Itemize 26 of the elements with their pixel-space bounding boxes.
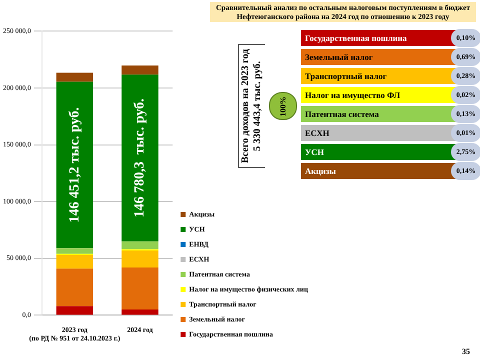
bar: [122, 267, 158, 310]
bar: [56, 268, 94, 306]
category-label: УСН: [305, 147, 324, 157]
bar: [122, 241, 158, 250]
data-label: 146 780,3 тыс. руб.: [132, 98, 148, 218]
bar: [56, 306, 94, 315]
bar: [56, 72, 94, 82]
bar: [122, 250, 158, 268]
bar: [56, 248, 94, 254]
text: 35: [462, 347, 470, 356]
category-label: Акцизы: [305, 166, 336, 176]
bar: [122, 74, 158, 242]
text: 5 330 443,4 тыс. руб.: [252, 60, 264, 153]
category-label: ЕСХН: [305, 128, 330, 138]
text: 100%: [278, 96, 288, 116]
category-label: Патентная система: [305, 109, 379, 119]
category-label: Транспортный налог: [305, 71, 387, 81]
bar: [122, 310, 158, 315]
data-label: 146 451,2 тыс. руб.: [67, 107, 82, 223]
bar: [56, 82, 94, 248]
bar: [122, 66, 158, 75]
bar: [56, 254, 94, 269]
category-label: Государственная пошлина: [305, 33, 407, 43]
category-label: Налог на имущество ФЛ: [305, 90, 400, 100]
category-label: Земельный налог: [305, 52, 373, 62]
text: Всего доходов на 2023 год: [240, 48, 252, 164]
